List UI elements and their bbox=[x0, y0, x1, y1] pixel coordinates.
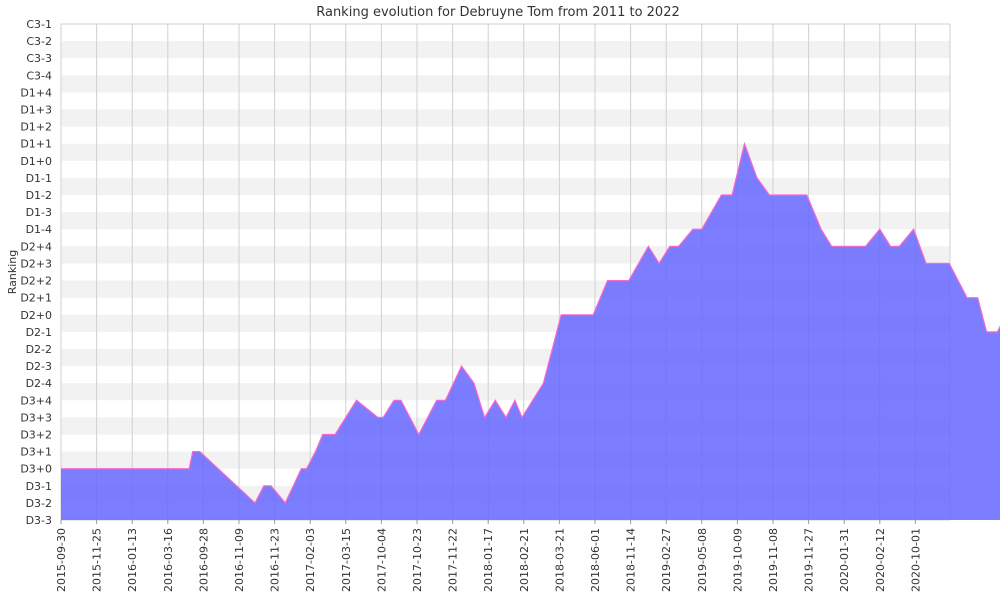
y-tick-label: D2-3 bbox=[26, 360, 52, 373]
series-line bbox=[61, 141, 1000, 505]
plot-band bbox=[61, 109, 950, 127]
x-tick-label: 2015-09-30 bbox=[55, 528, 68, 592]
plot-band bbox=[61, 177, 950, 196]
y-tick-label: D1-3 bbox=[26, 206, 52, 219]
y-tick-label: C3-1 bbox=[26, 18, 52, 31]
x-tick-label: 2019-10-09 bbox=[731, 528, 744, 592]
x-tick-label: 2017-10-23 bbox=[411, 528, 424, 592]
y-tick-label: D2+4 bbox=[20, 240, 52, 253]
y-tick-label: D3+1 bbox=[20, 446, 52, 459]
x-tick-label: 2017-02-03 bbox=[304, 528, 317, 592]
y-tick-label: D1+0 bbox=[20, 155, 52, 168]
x-tick-label: 2020-02-12 bbox=[874, 528, 887, 592]
x-tick-label: 2015-11-25 bbox=[91, 528, 104, 592]
y-tick-label: D1+2 bbox=[20, 121, 52, 134]
x-tick-label: 2019-11-27 bbox=[803, 528, 816, 592]
y-tick-label: C3-2 bbox=[26, 35, 52, 48]
x-tick-label: 2016-09-28 bbox=[197, 528, 210, 592]
y-tick-label: D3-2 bbox=[26, 497, 52, 510]
y-tick-label: D1-4 bbox=[26, 223, 52, 236]
y-tick-label: D3-1 bbox=[26, 480, 52, 493]
x-tick-label: 2019-05-08 bbox=[696, 528, 709, 592]
x-tick-label: 2016-01-13 bbox=[126, 528, 139, 592]
y-tick-label: D1+4 bbox=[20, 86, 52, 99]
plot-band bbox=[61, 75, 950, 93]
plot-band bbox=[61, 143, 950, 161]
x-axis: 2015-09-30 2015-11-25 2016-01-13 2016-03-16… bbox=[55, 520, 922, 592]
x-tick-label: 2019-02-27 bbox=[660, 528, 673, 592]
y-axis-label: Ranking bbox=[6, 250, 19, 295]
y-axis: D3-3 D3-2 D3-1 D3+0 D3+1 D3+2 D3+3 D3+4 D2-4 D2-3… bbox=[20, 18, 52, 527]
y-tick-label: D1+1 bbox=[20, 138, 52, 151]
y-tick-label: D2+3 bbox=[20, 257, 52, 270]
x-tick-label: 2018-06-01 bbox=[589, 528, 602, 592]
y-tick-label: D2-2 bbox=[26, 343, 52, 356]
y-tick-label: C3-4 bbox=[26, 69, 52, 82]
y-tick-label: D2+0 bbox=[20, 309, 52, 322]
y-tick-label: D2+2 bbox=[20, 275, 52, 288]
x-tick-label: 2016-03-16 bbox=[162, 528, 175, 592]
y-tick-label: D2-1 bbox=[26, 326, 52, 339]
y-tick-label: D1+3 bbox=[20, 104, 52, 117]
x-tick-label: 2020-10-01 bbox=[909, 528, 922, 592]
x-tick-label: 2016-11-23 bbox=[269, 528, 282, 592]
x-tick-label: 2018-01-17 bbox=[482, 528, 495, 592]
y-tick-label: D3+0 bbox=[20, 463, 52, 476]
y-tick-label: D2-4 bbox=[26, 377, 52, 390]
plot-gridlines bbox=[60, 24, 916, 520]
x-tick-label: 2016-11-09 bbox=[233, 528, 246, 592]
x-tick-label: 2019-11-08 bbox=[767, 528, 780, 592]
x-tick-label: 2017-10-04 bbox=[375, 528, 388, 592]
x-tick-label: 2020-01-31 bbox=[838, 528, 851, 592]
y-tick-label: D3+3 bbox=[20, 411, 52, 424]
x-tick-label: 2018-11-14 bbox=[625, 528, 638, 592]
y-tick-label: D3+2 bbox=[20, 428, 52, 441]
x-tick-label: 2017-03-15 bbox=[340, 528, 353, 592]
y-tick-label: C3-3 bbox=[26, 52, 52, 65]
y-tick-label: D3-3 bbox=[26, 514, 52, 527]
y-tick-label: D2+1 bbox=[20, 292, 52, 305]
series-area-fill bbox=[61, 143, 1000, 520]
chart-title: Ranking evolution for Debruyne Tom from … bbox=[316, 5, 680, 20]
y-tick-label: D3+4 bbox=[20, 394, 52, 407]
x-tick-label: 2018-02-21 bbox=[518, 528, 531, 592]
plot-band bbox=[61, 41, 950, 59]
y-tick-label: D1-1 bbox=[26, 172, 52, 185]
x-tick-label: 2018-03-21 bbox=[553, 528, 566, 592]
area-series bbox=[61, 141, 1000, 520]
x-tick-label: 2017-11-22 bbox=[447, 528, 460, 592]
y-tick-label: D1-2 bbox=[26, 189, 52, 202]
